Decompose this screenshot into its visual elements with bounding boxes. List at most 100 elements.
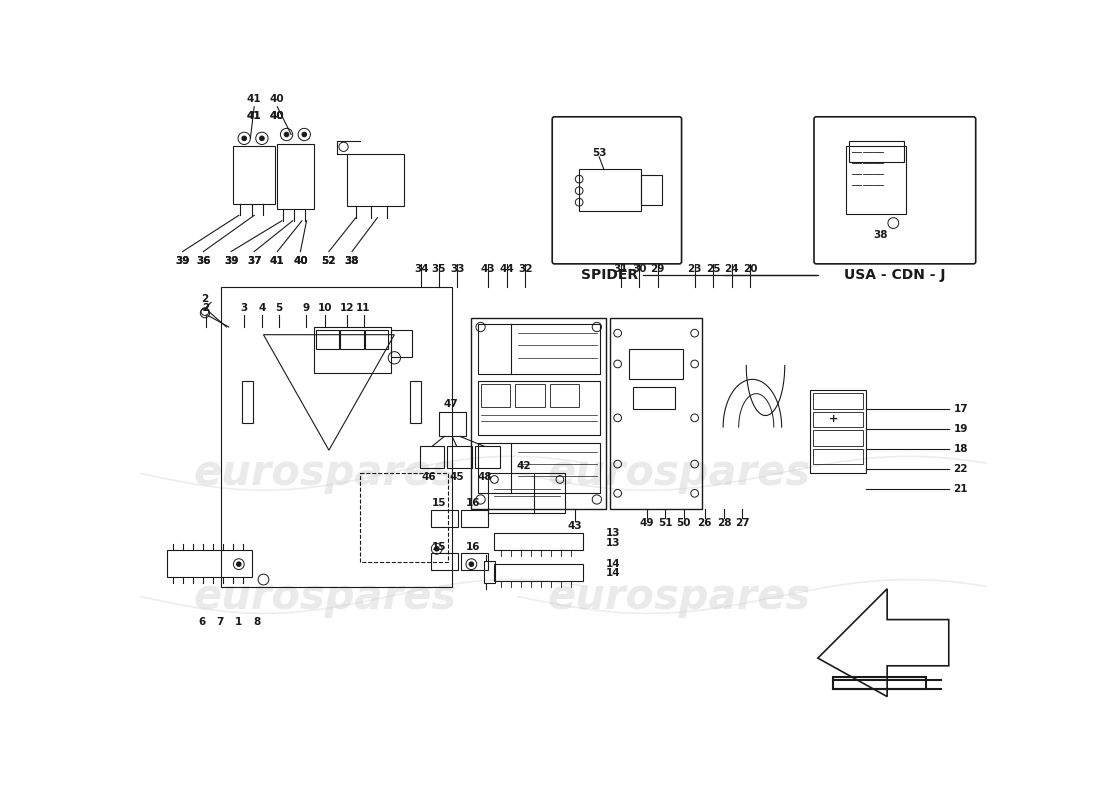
Text: 41: 41	[246, 94, 262, 104]
Text: 41: 41	[270, 256, 285, 266]
Text: 31: 31	[614, 264, 628, 274]
Text: 13: 13	[606, 528, 620, 538]
Text: 38: 38	[344, 256, 360, 266]
Text: eurospares: eurospares	[548, 575, 811, 618]
Text: 42: 42	[516, 461, 531, 471]
Text: eurospares: eurospares	[194, 452, 456, 494]
Text: 12: 12	[340, 303, 354, 313]
Text: 15: 15	[432, 542, 447, 552]
Text: 7: 7	[217, 617, 224, 626]
Text: 39: 39	[175, 256, 190, 266]
Bar	[346, 154, 405, 206]
Text: 38: 38	[873, 230, 888, 240]
Bar	[477, 381, 600, 435]
Text: 40: 40	[270, 94, 285, 104]
Text: 46: 46	[421, 472, 437, 482]
Text: 29: 29	[650, 264, 664, 274]
Bar	[846, 146, 905, 214]
Text: 8: 8	[254, 617, 261, 626]
Text: 14: 14	[606, 559, 620, 569]
Bar	[409, 381, 421, 423]
Circle shape	[242, 136, 246, 141]
Bar	[242, 381, 253, 423]
Bar	[167, 550, 252, 578]
Bar	[515, 384, 544, 407]
Text: 10: 10	[318, 303, 332, 313]
Text: 39: 39	[224, 256, 239, 266]
Text: 50: 50	[676, 518, 691, 528]
Text: 5: 5	[275, 303, 283, 313]
Bar	[495, 564, 583, 581]
Bar	[813, 412, 862, 427]
Bar	[849, 141, 904, 162]
Bar	[640, 175, 662, 205]
Bar	[488, 474, 565, 514]
Text: 1: 1	[235, 617, 242, 626]
Bar	[461, 554, 487, 570]
Text: eurospares: eurospares	[548, 452, 811, 494]
Circle shape	[434, 546, 439, 551]
Text: 2: 2	[201, 294, 209, 304]
Bar	[431, 510, 459, 527]
Bar	[580, 169, 641, 211]
Bar	[439, 412, 466, 436]
Text: 18: 18	[954, 444, 968, 454]
Text: 47: 47	[444, 398, 459, 409]
Text: 53: 53	[592, 148, 606, 158]
Text: +: +	[828, 414, 838, 424]
Bar	[810, 390, 866, 474]
Text: 23: 23	[688, 264, 702, 274]
Text: 19: 19	[954, 424, 968, 434]
Text: 28: 28	[717, 518, 732, 528]
Text: 51: 51	[658, 518, 672, 528]
Text: 44: 44	[499, 264, 514, 274]
Circle shape	[236, 562, 241, 566]
Text: 2: 2	[202, 303, 209, 313]
Circle shape	[260, 136, 264, 141]
Text: 20: 20	[742, 264, 757, 274]
Text: 37: 37	[246, 256, 262, 266]
Text: 43: 43	[481, 264, 496, 274]
Bar	[314, 327, 390, 373]
Text: 24: 24	[724, 264, 739, 274]
Text: 48: 48	[477, 472, 493, 482]
Bar	[360, 474, 449, 562]
Bar	[484, 561, 495, 582]
Text: 52: 52	[321, 256, 337, 266]
Circle shape	[469, 562, 474, 566]
Bar	[550, 384, 579, 407]
Text: 26: 26	[697, 518, 712, 528]
Text: 16: 16	[465, 498, 480, 508]
Text: 6: 6	[198, 617, 206, 626]
Bar	[233, 146, 275, 204]
Bar	[341, 330, 364, 350]
Text: 34: 34	[414, 264, 429, 274]
Bar	[390, 330, 412, 357]
Bar	[834, 678, 926, 689]
Circle shape	[284, 132, 289, 137]
Bar	[475, 446, 499, 468]
Circle shape	[301, 132, 307, 137]
Text: eurospares: eurospares	[194, 575, 456, 618]
Text: 40: 40	[293, 256, 308, 266]
Bar	[472, 318, 606, 509]
Text: 4: 4	[258, 303, 265, 313]
Bar	[420, 446, 444, 468]
Text: 41: 41	[246, 111, 262, 122]
Bar	[448, 446, 472, 468]
Text: USA - CDN - J: USA - CDN - J	[844, 268, 946, 282]
Text: 35: 35	[432, 264, 447, 274]
Text: 38: 38	[344, 256, 360, 266]
Text: 13: 13	[606, 538, 620, 547]
Text: 40: 40	[293, 256, 308, 266]
Text: 36: 36	[196, 256, 210, 266]
Bar	[813, 449, 862, 464]
Text: 32: 32	[518, 264, 532, 274]
Text: 36: 36	[196, 256, 210, 266]
Text: 14: 14	[606, 568, 620, 578]
Bar	[277, 144, 315, 209]
Text: 43: 43	[568, 521, 583, 531]
Bar	[634, 387, 675, 409]
Text: 15: 15	[432, 498, 447, 508]
Text: SPIDER: SPIDER	[581, 268, 638, 282]
